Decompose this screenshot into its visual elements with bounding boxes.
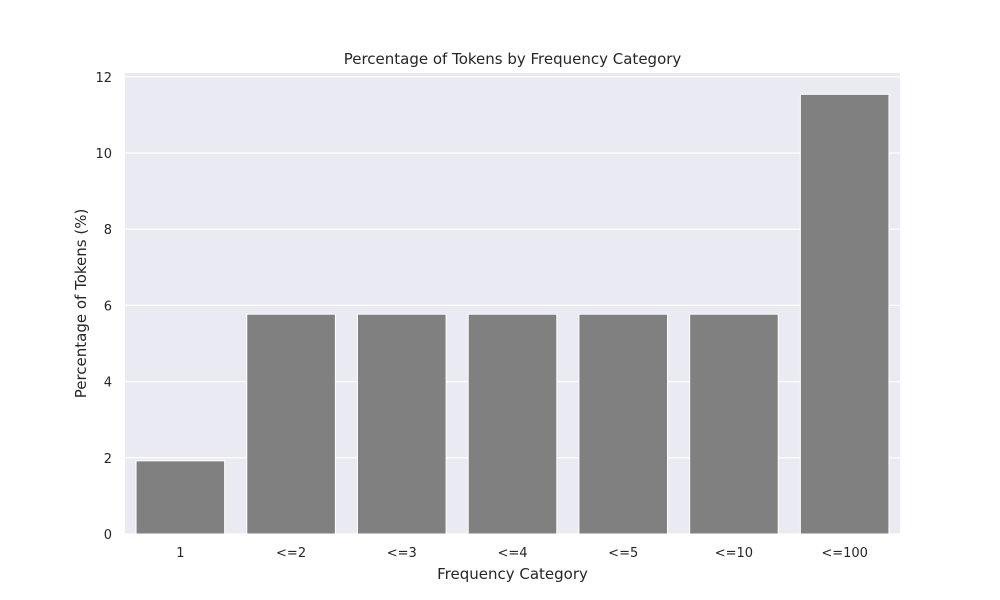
bar: [246, 313, 336, 535]
bar: [578, 313, 669, 535]
y-axis-label: Percentage of Tokens (%): [72, 209, 90, 399]
x-tick-label: <=10: [715, 546, 753, 561]
x-tick-label: <=4: [497, 546, 527, 561]
x-tick-label: <=5: [608, 546, 638, 561]
bar: [689, 313, 779, 535]
y-tick-labels: 0 2 4 6 8 10 12: [95, 71, 112, 543]
x-axis-label: Frequency Category: [437, 565, 588, 583]
x-tick-labels: 1 <=2 <=3 <=4 <=5 <=10 <=100: [176, 546, 868, 561]
y-tick-label: 10: [95, 147, 112, 162]
bar: [467, 313, 558, 535]
y-tick-label: 4: [104, 376, 112, 391]
chart-title: Percentage of Tokens by Frequency Catego…: [344, 50, 682, 68]
x-tick-label: <=100: [821, 546, 868, 561]
x-tick-label: <=2: [276, 546, 306, 561]
x-tick-label: <=3: [387, 546, 417, 561]
bars: [135, 93, 890, 535]
y-tick-label: 2: [104, 452, 112, 467]
y-tick-label: 8: [104, 223, 112, 238]
bar: [135, 460, 226, 535]
x-tick-label: 1: [176, 546, 184, 561]
y-tick-label: 12: [95, 71, 112, 86]
bar: [357, 313, 447, 535]
y-tick-label: 0: [104, 528, 112, 543]
bar: [799, 93, 890, 535]
y-tick-label: 6: [104, 299, 112, 314]
